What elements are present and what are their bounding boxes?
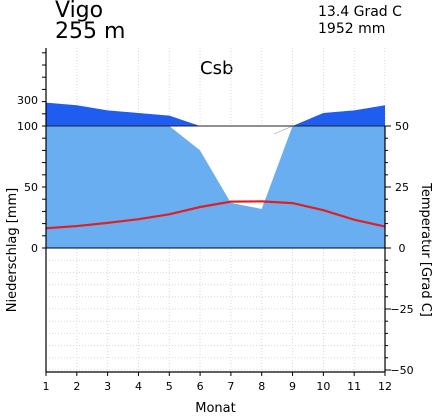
annual-precipitation: 1952 mm: [318, 21, 386, 37]
left-tick-label: 50: [24, 181, 38, 194]
right-tick-label: −25: [390, 303, 413, 316]
station-elevation: 255 m: [55, 19, 126, 44]
x-tick-label: 9: [289, 380, 296, 393]
x-tick-label: 5: [166, 380, 173, 393]
right-tick-label: 50: [395, 120, 409, 133]
left-tick-label: 0: [31, 242, 38, 255]
right-tick-label: 25: [395, 181, 409, 194]
x-tick-label: 8: [258, 380, 265, 393]
dry-period-gap: [184, 126, 290, 209]
right-tick-label: 0: [399, 242, 406, 255]
station-name: Vigo: [55, 0, 104, 23]
x-tick-label: 11: [347, 380, 361, 393]
x-tick-label: 6: [197, 380, 204, 393]
right-tick-label: −50: [390, 364, 413, 377]
left-axis-title: Niederschlag [mm]: [5, 188, 20, 313]
temperature-line: [45, 200, 386, 230]
x-tick-label: 10: [316, 380, 330, 393]
precip-guide: [273, 125, 293, 135]
x-tick-label: 3: [104, 380, 111, 393]
x-tick-label: 7: [227, 380, 234, 393]
temperature-fill: [46, 201, 385, 248]
right-axis-title: Temperatur [Grad C]: [418, 182, 433, 317]
climate-classification: Csb: [200, 58, 234, 79]
x-tick-label: 12: [378, 380, 392, 393]
x-tick-label: 1: [43, 380, 50, 393]
x-tick-label: 2: [73, 380, 80, 393]
x-tick-label: 4: [135, 380, 142, 393]
x-axis-title: Monat: [195, 401, 235, 416]
perhumid-area: [46, 102, 385, 126]
left-tick-label: 100: [17, 120, 38, 133]
mean-temperature: 13.4 Grad C: [318, 4, 402, 20]
left-tick-label: 300: [17, 94, 38, 107]
